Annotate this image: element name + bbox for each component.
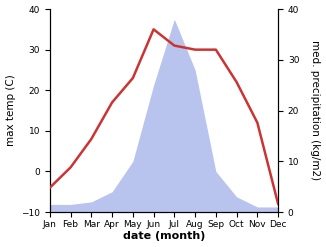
Y-axis label: max temp (C): max temp (C): [6, 75, 16, 146]
Y-axis label: med. precipitation (kg/m2): med. precipitation (kg/m2): [310, 41, 320, 181]
X-axis label: date (month): date (month): [123, 231, 205, 242]
